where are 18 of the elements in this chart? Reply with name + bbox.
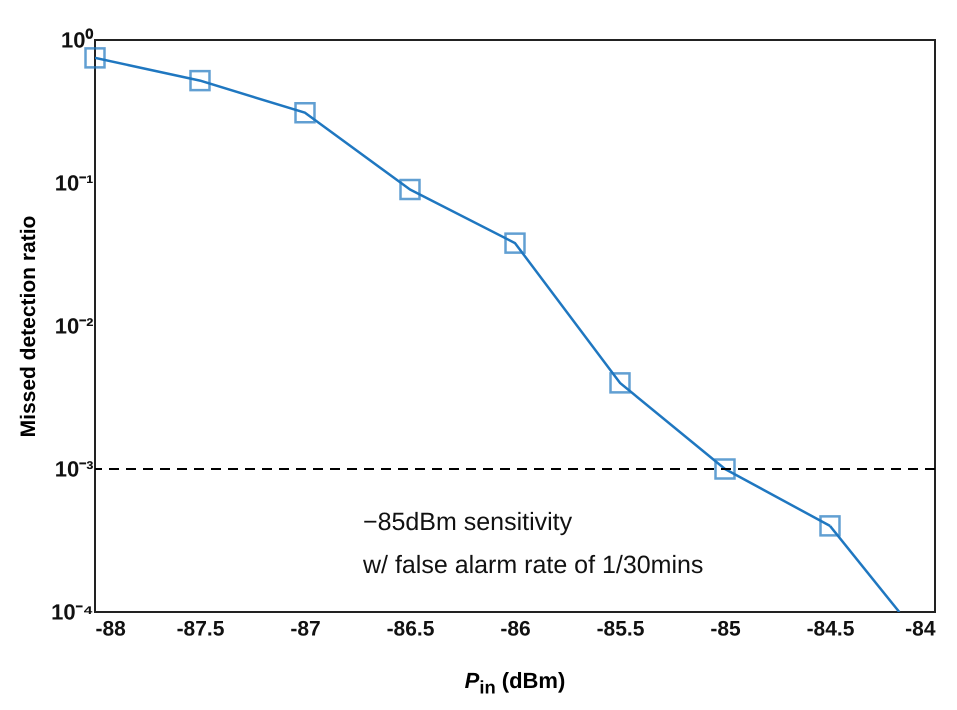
x-tick-label: -87.5: [176, 618, 225, 640]
x-tick-label: -87: [290, 618, 321, 640]
annotation: w/ false alarm rate of 1/30mins: [362, 551, 704, 579]
x-tick-label: -84: [905, 618, 936, 640]
y-tick-label: 10⁻¹: [54, 170, 94, 196]
x-tick-label: -86: [500, 618, 531, 640]
x-tick-label: -88: [96, 618, 126, 640]
x-tick-label: -85.5: [596, 618, 645, 640]
x-tick-label: -85: [710, 618, 741, 640]
x-tick-label: -84.5: [806, 618, 855, 640]
y-tick-label: 10⁻⁴: [51, 600, 94, 624]
y-axis-title: Missed detection ratio: [17, 216, 40, 438]
y-tick-label: 10⁰: [61, 28, 94, 52]
annotation: −85dBm sensitivity: [363, 508, 573, 536]
y-tick-label: 10⁻²: [54, 314, 94, 338]
y-tick-label: 10⁻³: [54, 456, 94, 482]
x-tick-label: -86.5: [386, 618, 435, 640]
x-axis-title: P$_{in}$ (dBm): [464, 668, 566, 698]
